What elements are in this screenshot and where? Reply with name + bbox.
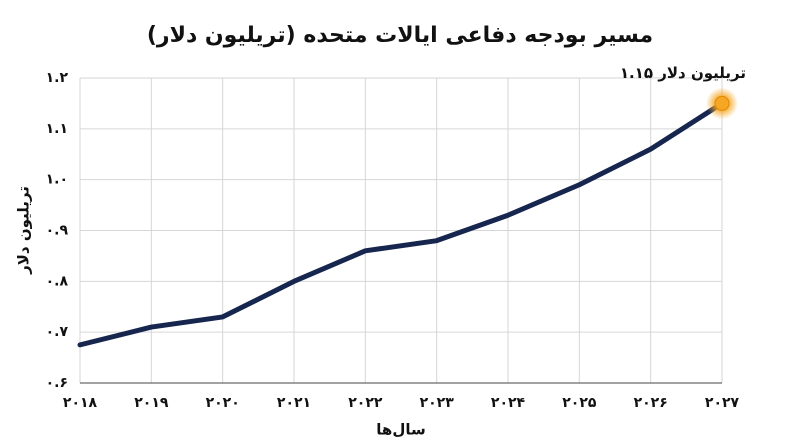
annotation: ۱.۱۵ تریلیون دلار — [620, 64, 746, 82]
x-tick-label: ۲۰۱۸ — [63, 395, 98, 411]
x-axis-label: سال‌ها — [376, 421, 425, 439]
y-tick-label: ۰.۶ — [46, 375, 68, 391]
x-tick-label: ۲۰۲۰ — [206, 395, 240, 411]
x-tick-label: ۲۰۲۳ — [420, 395, 455, 411]
data-line — [77, 100, 725, 348]
y-tick-label: ۰.۷ — [46, 324, 69, 340]
x-tick-label: ۲۰۲۶ — [634, 395, 668, 411]
x-tick-label: ۲۰۲۲ — [348, 395, 383, 411]
x-tick-label: ۲۰۱۹ — [134, 395, 169, 411]
chart-title: مسیر بودجه دفاعی ایالات متحده (تریلیون د… — [147, 23, 653, 48]
y-tick-label: ۱.۱ — [46, 121, 68, 137]
y-tick-label: ۰.۸ — [46, 273, 69, 289]
x-tick-label: ۲۰۲۷ — [705, 395, 740, 411]
x-tick-label: ۲۰۲۴ — [491, 395, 526, 411]
highlight-point — [714, 95, 730, 111]
x-tick-label: ۲۰۲۵ — [562, 395, 597, 411]
y-tick-label: ۱.۰ — [46, 172, 68, 188]
y-axis-label: تریلیون دلار — [15, 186, 33, 275]
y-tick-label: ۰.۹ — [46, 223, 69, 239]
y-tick-label: ۱.۲ — [46, 70, 69, 86]
x-tick-label: ۲۰۲۱ — [277, 395, 311, 411]
